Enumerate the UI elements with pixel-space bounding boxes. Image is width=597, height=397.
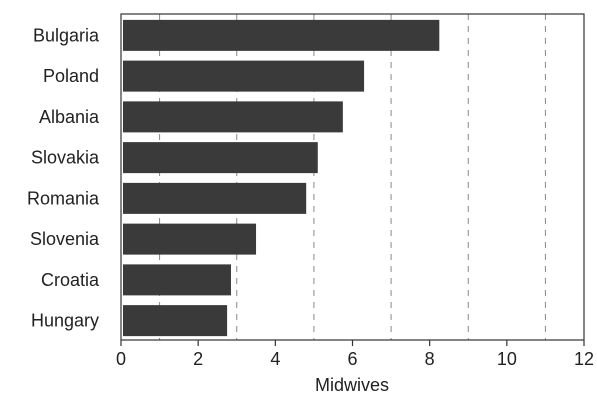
x-axis-title: Midwives (315, 375, 389, 395)
bar-poland (123, 60, 365, 92)
x-tick-label: 10 (497, 349, 517, 369)
x-tick-label: 4 (270, 349, 280, 369)
category-label: Romania (27, 188, 100, 208)
bar-hungary (123, 305, 228, 337)
category-label: Albania (39, 107, 100, 127)
x-tick-label: 6 (347, 349, 357, 369)
category-label: Croatia (41, 270, 100, 290)
category-label: Slovenia (30, 229, 100, 249)
bar-croatia (123, 264, 231, 296)
bars (123, 19, 440, 337)
x-tick-label: 12 (574, 349, 594, 369)
x-tick-label: 2 (193, 349, 203, 369)
category-label: Bulgaria (33, 25, 100, 45)
x-tick-label: 0 (116, 349, 126, 369)
bar-slovenia (123, 223, 257, 255)
x-tick-label: 8 (425, 349, 435, 369)
bar-romania (123, 182, 307, 214)
category-label: Hungary (31, 311, 99, 331)
bar-slovakia (123, 142, 318, 174)
bar-albania (123, 101, 343, 133)
category-labels: Bulgaria Poland Albania Slovakia Romania Slov… (27, 25, 100, 330)
x-axis-ticks: 0 2 4 6 8 10 12 (116, 340, 594, 369)
bar-bulgaria (123, 19, 440, 51)
category-label: Poland (43, 66, 99, 86)
category-label: Slovakia (31, 148, 100, 168)
